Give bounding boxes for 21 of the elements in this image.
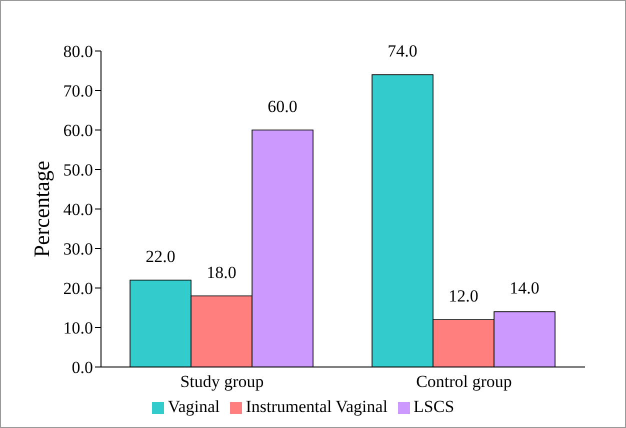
legend-label: LSCS: [414, 397, 454, 416]
legend-label: Vaginal: [168, 397, 220, 416]
y-tick-label: 0.0: [72, 358, 93, 378]
data-label: 18.0: [206, 262, 236, 282]
y-tick-label: 30.0: [63, 240, 93, 259]
data-label: 22.0: [146, 247, 176, 266]
x-tick-label: Study group: [180, 372, 264, 392]
legend-label: Instrumental Vaginal: [246, 397, 388, 416]
y-tick-label: 50.0: [63, 160, 93, 180]
y-tick-label: 60.0: [63, 121, 93, 140]
data-label: 14.0: [510, 278, 540, 298]
y-tick-label: 40.0: [63, 200, 93, 220]
y-tick-label: 70.0: [63, 82, 93, 101]
data-label: 74.0: [388, 42, 418, 61]
y-axis-title: Percentage: [28, 160, 54, 258]
y-tick-label: 80.0: [63, 42, 93, 62]
y-tick-label: 10.0: [63, 318, 93, 338]
data-label: 12.0: [448, 286, 478, 306]
data-label: 60.0: [268, 97, 298, 116]
x-tick-label: Control group: [416, 372, 512, 392]
y-tick-label: 20.0: [63, 279, 93, 298]
